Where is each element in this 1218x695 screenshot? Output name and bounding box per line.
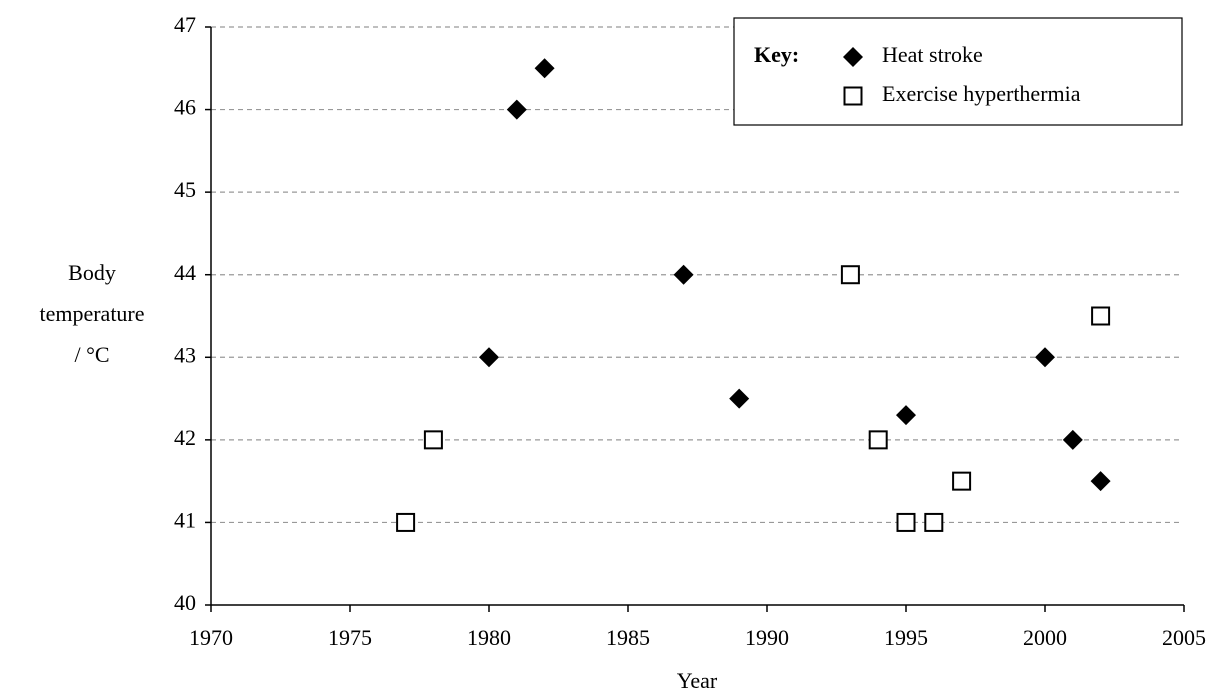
- x-tick-label: 2000: [1023, 625, 1067, 650]
- x-tick-label: 1980: [467, 625, 511, 650]
- data-point: [868, 430, 888, 450]
- data-point: [506, 99, 527, 120]
- data-point: [423, 430, 443, 450]
- data-point: [952, 471, 972, 491]
- data-point: [896, 512, 916, 532]
- y-axis-label: temperature: [39, 301, 144, 326]
- y-tick-label: 41: [174, 507, 196, 532]
- data-point: [479, 347, 499, 368]
- y-tick-label: 47: [174, 12, 196, 37]
- data-point: [1090, 471, 1111, 492]
- data-point: [924, 512, 944, 532]
- data-point: [840, 265, 860, 285]
- legend-title: Key:: [754, 42, 799, 67]
- x-tick-label: 1975: [328, 625, 372, 650]
- y-tick-label: 42: [174, 425, 196, 450]
- y-tick-label: 45: [174, 177, 196, 202]
- data-point: [1035, 347, 1055, 368]
- data-point: [1062, 429, 1083, 450]
- legend-label: Exercise hyperthermia: [882, 81, 1081, 106]
- data-point: [396, 512, 416, 532]
- legend-marker: [843, 47, 863, 67]
- y-tick-label: 40: [174, 590, 196, 615]
- x-tick-label: 1990: [745, 625, 789, 650]
- x-tick-label: 1985: [606, 625, 650, 650]
- y-axis-label: Body: [68, 260, 116, 285]
- y-tick-label: 44: [174, 260, 196, 285]
- data-point: [1091, 306, 1111, 326]
- y-axis-label: / °C: [74, 342, 109, 367]
- y-tick-label: 46: [174, 95, 196, 120]
- legend-marker: [843, 86, 863, 106]
- data-point: [729, 388, 750, 409]
- y-tick-label: 43: [174, 342, 196, 367]
- data-point: [534, 58, 555, 79]
- x-axis-label: Year: [677, 668, 718, 693]
- x-tick-label: 1970: [189, 625, 233, 650]
- legend-label: Heat stroke: [882, 42, 983, 67]
- data-point: [896, 405, 916, 426]
- data-point: [673, 264, 694, 285]
- x-tick-label: 2005: [1162, 625, 1206, 650]
- x-tick-label: 1995: [884, 625, 928, 650]
- legend-box: [733, 17, 1183, 126]
